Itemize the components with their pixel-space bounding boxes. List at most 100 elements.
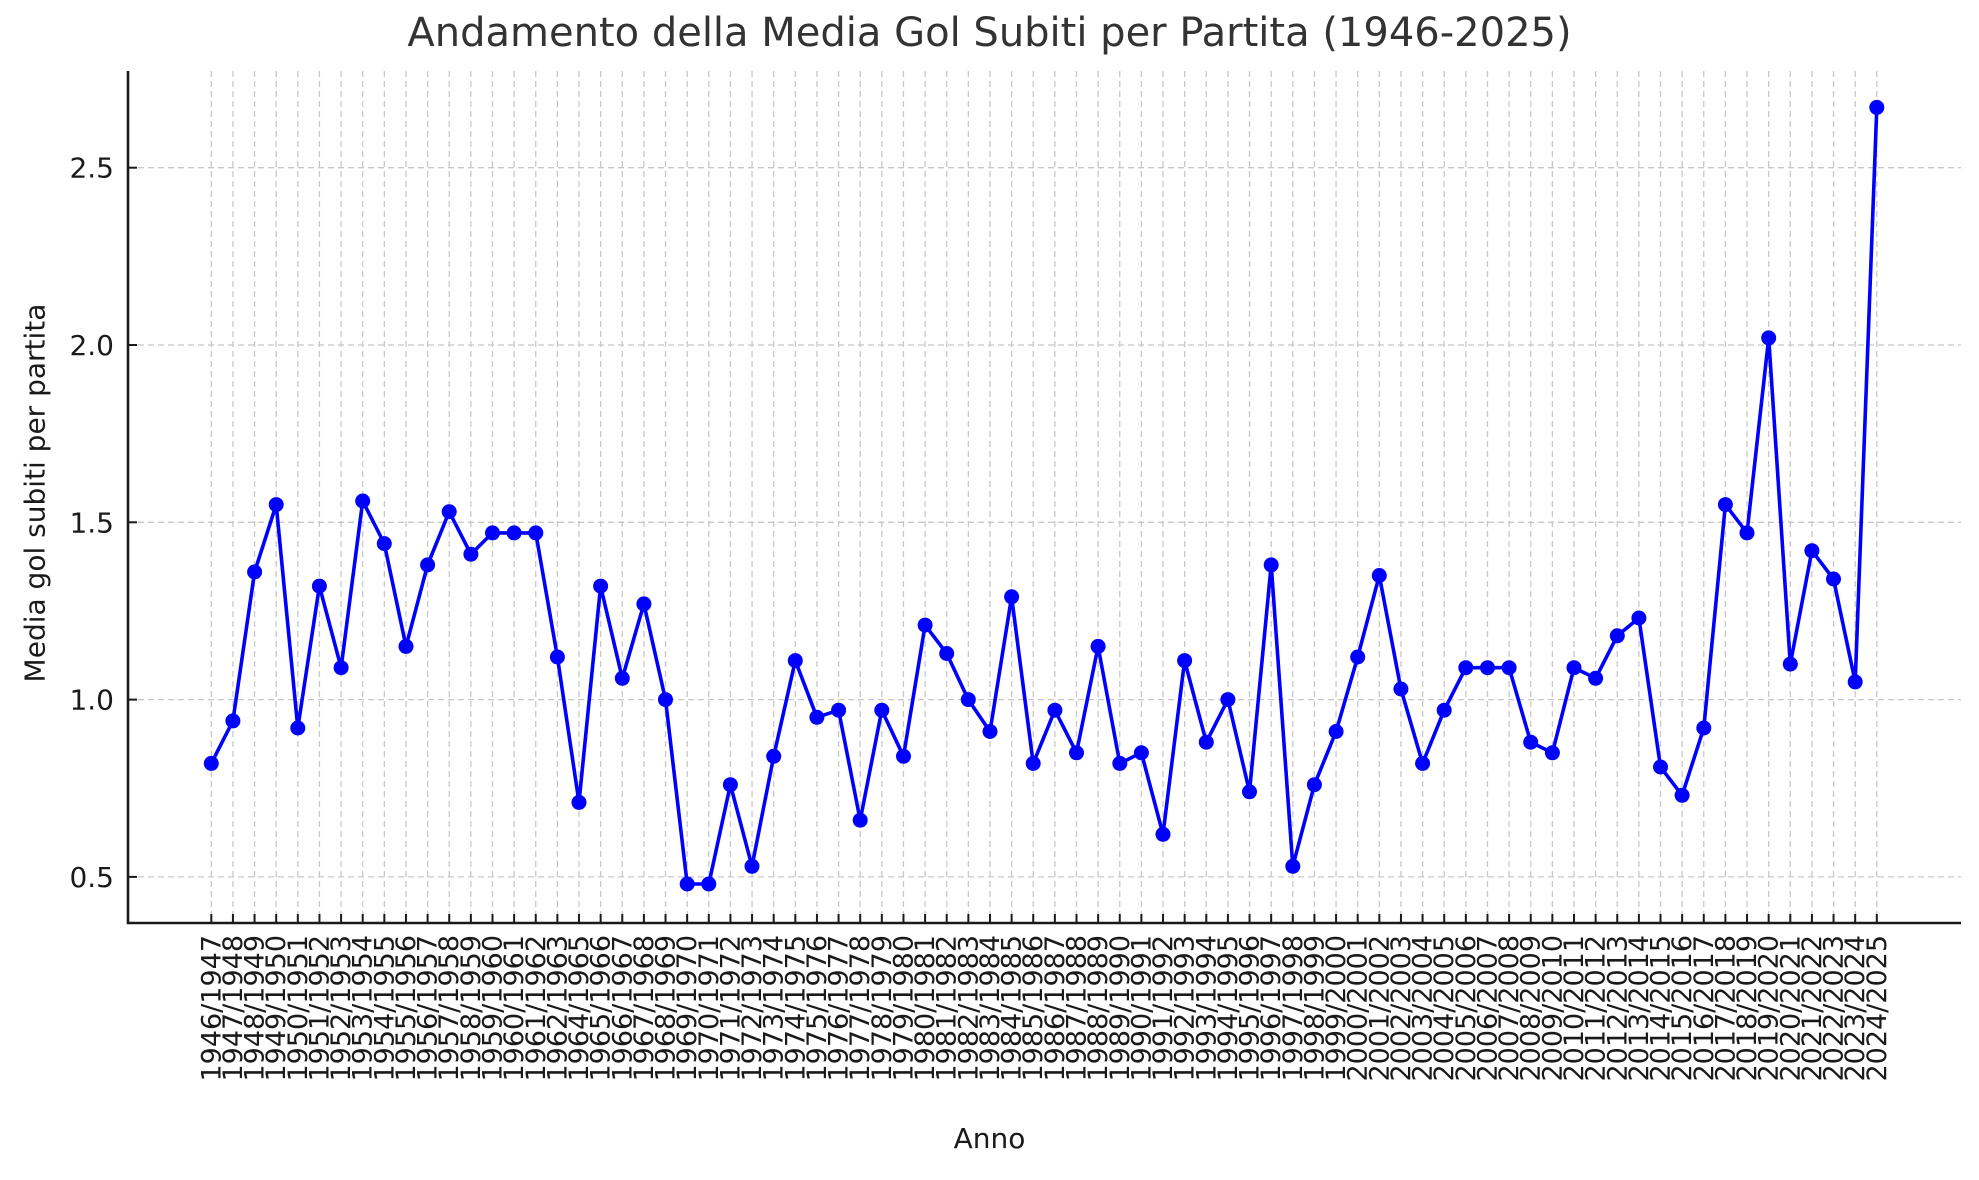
data-point-marker — [874, 702, 890, 718]
x-tick-label: 1985/1986 — [1018, 935, 1049, 1082]
data-point-marker — [722, 777, 738, 793]
x-tick-label: 1977/1978 — [845, 935, 876, 1082]
x-tick-label: 1976/1977 — [824, 935, 855, 1082]
x-tick-label: 1960/1961 — [499, 935, 530, 1082]
x-tick-label: 1984/1985 — [997, 935, 1028, 1082]
x-tick-label: 1974/1975 — [780, 935, 811, 1082]
x-tick-label: 1967/1968 — [629, 935, 660, 1082]
x-tick-label: 2020/2021 — [1775, 935, 1806, 1082]
x-tick-label: 2003/2004 — [1408, 935, 1439, 1082]
data-point-marker — [268, 497, 284, 513]
data-point-marker — [614, 670, 630, 686]
data-point-marker — [463, 546, 479, 562]
x-tick-label: 1972/1973 — [737, 935, 768, 1082]
x-tick-label: 1970/1971 — [694, 935, 725, 1082]
data-series — [203, 99, 1885, 892]
data-point-marker — [1631, 610, 1647, 626]
data-point-marker — [225, 713, 241, 729]
x-tick-label: 1956/1957 — [413, 935, 444, 1082]
data-point-marker — [1069, 745, 1084, 761]
x-tick-label: 2019/2020 — [1754, 935, 1785, 1082]
data-point-marker — [376, 536, 392, 552]
x-tick-label: 2010/2011 — [1559, 935, 1590, 1082]
x-tick-label: 2022/2023 — [1819, 935, 1850, 1082]
data-point-marker — [679, 876, 695, 892]
x-tick-label: 2014/2015 — [1646, 935, 1677, 1082]
x-tick-label: 2005/2006 — [1451, 935, 1482, 1082]
data-point-marker — [1328, 724, 1344, 739]
data-point-marker — [203, 755, 219, 771]
x-tick-label: 2016/2017 — [1689, 935, 1720, 1082]
data-point-marker — [1501, 660, 1517, 676]
x-tick-label: 2006/2007 — [1472, 935, 1503, 1082]
x-tick-label: 1951/1952 — [304, 935, 335, 1082]
x-tick-label: 1988/1989 — [1083, 935, 1114, 1082]
x-tick-label: 1983/1984 — [975, 935, 1006, 1082]
data-point-marker — [1090, 638, 1106, 654]
x-tick-label: 1959/1960 — [477, 935, 508, 1082]
x-tick-label: 1953/1954 — [348, 935, 379, 1082]
x-tick-label: 1961/1962 — [521, 935, 552, 1082]
data-point-marker — [290, 720, 306, 736]
data-point-marker — [1025, 755, 1041, 771]
data-point-marker — [247, 564, 263, 580]
y-tick-label: 1.5 — [69, 506, 114, 539]
data-point-marker — [1177, 653, 1193, 669]
data-point-marker — [1782, 656, 1798, 672]
x-tick-label: 1968/1969 — [651, 935, 682, 1082]
data-point-marker — [896, 748, 911, 764]
data-point-marker — [1609, 628, 1625, 644]
x-tick-label: 1947/1948 — [218, 935, 249, 1082]
x-tick-label: 1994/1995 — [1213, 935, 1244, 1082]
data-point-marker — [636, 596, 652, 612]
data-point-marker — [1480, 660, 1495, 676]
x-tick-label: 1982/1983 — [953, 935, 984, 1082]
axes — [126, 71, 1961, 925]
data-point-marker — [1739, 525, 1755, 541]
x-tick-label: 1999/2000 — [1321, 935, 1352, 1082]
x-tick-label: 2017/2018 — [1710, 935, 1741, 1082]
data-point-marker — [593, 578, 609, 594]
y-tick-label: 2.5 — [69, 152, 114, 185]
x-tick-label: 2012/2013 — [1602, 935, 1633, 1082]
x-tick-label: 1991/1992 — [1148, 935, 1179, 1082]
x-tick-label: 2000/2001 — [1343, 935, 1374, 1082]
x-tick-label: 1957/1958 — [434, 935, 465, 1082]
data-point-marker — [528, 525, 544, 541]
x-tick-label: 2004/2005 — [1429, 935, 1460, 1082]
x-tick-label: 1995/1996 — [1235, 935, 1266, 1082]
x-tick-label: 1998/1999 — [1299, 935, 1330, 1082]
x-tick-label: 1964/1965 — [564, 935, 595, 1082]
data-point-marker — [1804, 543, 1820, 559]
x-tick-label: 1992/1993 — [1170, 935, 1201, 1082]
y-tick-label: 2.0 — [69, 329, 114, 362]
data-point-marker — [1869, 99, 1885, 115]
x-tick-label: 1979/1980 — [888, 935, 919, 1082]
data-point-marker — [1220, 692, 1236, 708]
x-tick-label: 1965/1966 — [586, 935, 617, 1082]
data-point-marker — [809, 709, 825, 725]
x-tick-label: 1955/1956 — [391, 935, 422, 1082]
x-tick-label: 1990/1991 — [1126, 935, 1157, 1082]
data-point-marker — [1263, 557, 1279, 573]
x-axis-ticks: 1946/19471947/19481948/19491949/19501950… — [196, 914, 1893, 1082]
y-tick-label: 0.5 — [69, 861, 114, 894]
data-point-marker — [1285, 858, 1301, 874]
x-tick-label: 2013/2014 — [1624, 935, 1655, 1082]
data-point-marker — [982, 724, 998, 739]
data-point-marker — [1653, 759, 1668, 775]
x-tick-label: 1989/1990 — [1105, 935, 1136, 1082]
x-tick-label: 1966/1967 — [607, 935, 638, 1082]
x-tick-label: 2002/2003 — [1386, 935, 1417, 1082]
x-tick-label: 1993/1994 — [1191, 935, 1222, 1082]
data-point-marker — [441, 504, 457, 520]
chart-title: Andamento della Media Gol Subiti per Par… — [407, 10, 1572, 56]
data-point-marker — [960, 692, 976, 708]
x-axis-label: Anno — [953, 1122, 1026, 1155]
x-tick-label: 2009/2010 — [1537, 935, 1568, 1082]
x-tick-label: 1954/1955 — [369, 935, 400, 1082]
data-point-marker — [1047, 702, 1063, 718]
y-axis-label: Media gol subiti per partita — [18, 303, 52, 683]
grid-lines — [128, 71, 1961, 923]
x-tick-label: 1996/1997 — [1256, 935, 1287, 1082]
